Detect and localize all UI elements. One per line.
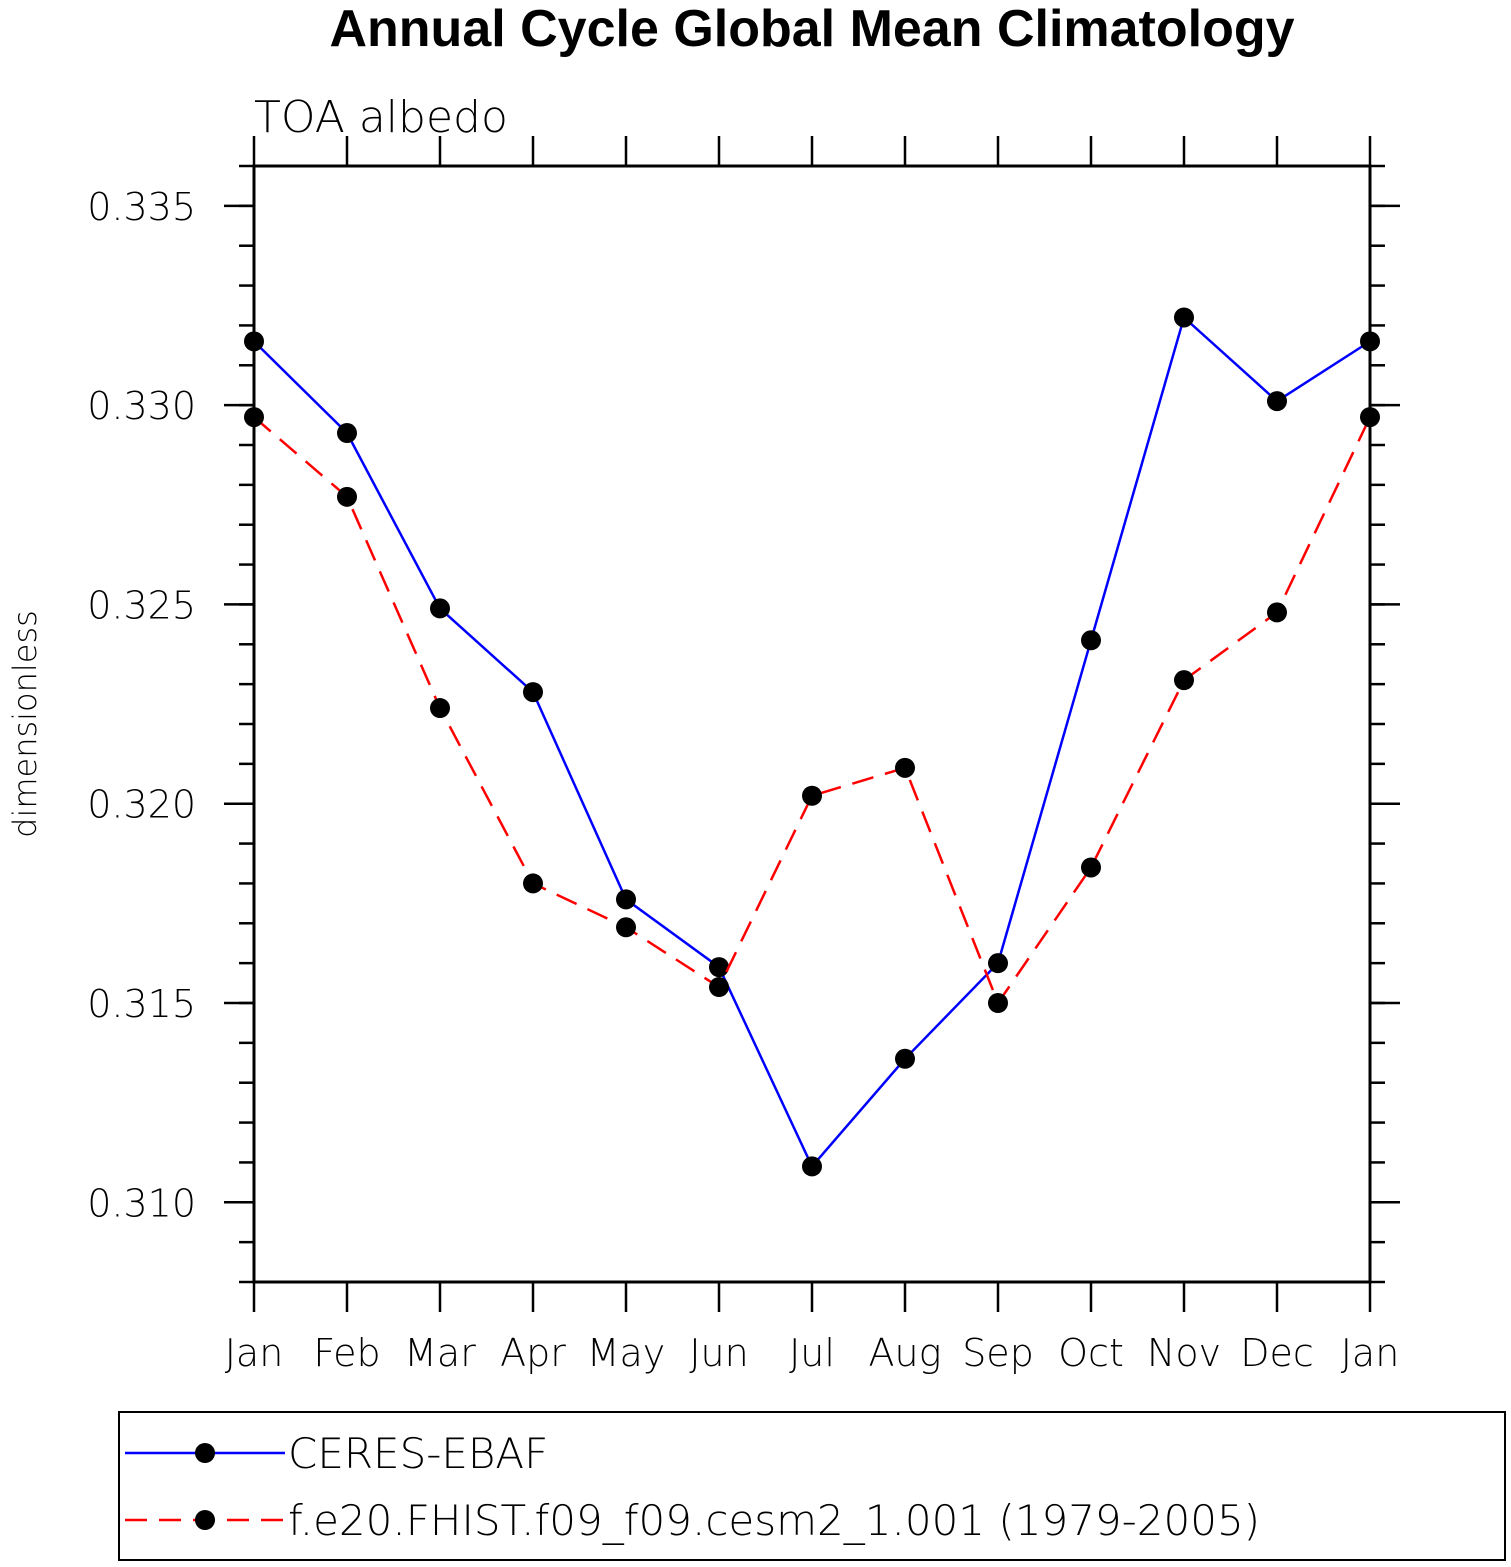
series-line-1 bbox=[253, 315, 1371, 1169]
x-tick-label: Dec bbox=[1240, 1331, 1314, 1375]
y-tick-labels: 0.310 0.315 0.320 0.325 0.330 0.335 bbox=[87, 185, 196, 1225]
series-2-point bbox=[1081, 857, 1101, 878]
x-tick-label: Jun bbox=[689, 1331, 748, 1375]
series-1-point bbox=[709, 957, 729, 978]
x-tick-label: Nov bbox=[1147, 1331, 1221, 1375]
chart-title: Annual Cycle Global Mean Climatology bbox=[329, 0, 1294, 58]
series-2-point bbox=[709, 977, 729, 998]
series-line-2 bbox=[253, 416, 1372, 1006]
series-1-point bbox=[895, 1048, 915, 1069]
x-tick-label: Mar bbox=[404, 1331, 476, 1375]
series-2-point bbox=[430, 698, 450, 719]
series-1-point bbox=[1174, 307, 1194, 328]
series-1-point bbox=[523, 682, 543, 703]
series-1-point bbox=[1267, 391, 1287, 412]
series-1-point bbox=[802, 1156, 822, 1177]
x-tick-labels: Jan Feb Mar Apr May Jun Jul Aug Sep Oct Nov Dec Jan bbox=[225, 1331, 1400, 1375]
series-1-point bbox=[616, 889, 636, 910]
legend-box bbox=[118, 1411, 1506, 1561]
series-1-point bbox=[1081, 630, 1101, 651]
series-layer bbox=[244, 307, 1380, 1177]
x-tick-label: Jan bbox=[1341, 1331, 1400, 1375]
series-2-point bbox=[616, 917, 636, 938]
series-2-point bbox=[337, 486, 357, 507]
axis-ticks bbox=[224, 136, 1400, 1312]
y-tick-label: 0.320 bbox=[87, 783, 196, 827]
legend-marker-2 bbox=[195, 1510, 215, 1530]
y-tick-label: 0.315 bbox=[87, 982, 196, 1026]
x-tick-label: Aug bbox=[869, 1331, 942, 1375]
x-tick-label: Jul bbox=[789, 1331, 835, 1375]
y-tick-label: 0.325 bbox=[87, 583, 196, 627]
legend-marker-1 bbox=[195, 1443, 215, 1463]
series-2-point bbox=[802, 785, 822, 806]
y-axis-label: dimensionless bbox=[6, 610, 44, 838]
legend: CERES-EBAF f.e20.FHIST.f09_f09.cesm2_1.00… bbox=[118, 1411, 1506, 1561]
series-2-point bbox=[988, 993, 1008, 1013]
legend-label-2: f.e20.FHIST.f09_f09.cesm2_1.001 (1979-20… bbox=[288, 1496, 1260, 1545]
chart-subtitle: TOA albedo bbox=[254, 92, 508, 143]
series-1-point bbox=[337, 423, 357, 444]
series-2-point bbox=[1267, 602, 1287, 623]
y-tick-label: 0.335 bbox=[87, 185, 196, 229]
legend-label-1: CERES-EBAF bbox=[288, 1429, 548, 1478]
series-1-point bbox=[430, 598, 450, 619]
plot-frame bbox=[252, 164, 1372, 1284]
series-2-point bbox=[1174, 670, 1194, 691]
series-1-point bbox=[988, 953, 1008, 974]
x-tick-label: Jan bbox=[225, 1331, 284, 1375]
y-tick-label: 0.330 bbox=[87, 384, 196, 428]
x-tick-label: Sep bbox=[962, 1331, 1034, 1375]
y-tick-label: 0.310 bbox=[87, 1181, 196, 1225]
x-tick-label: Apr bbox=[500, 1331, 566, 1375]
x-tick-label: Oct bbox=[1058, 1331, 1124, 1375]
x-tick-label: May bbox=[587, 1331, 666, 1375]
series-2-point bbox=[523, 873, 543, 894]
series-2-point bbox=[895, 757, 915, 778]
x-tick-label: Feb bbox=[313, 1331, 380, 1375]
